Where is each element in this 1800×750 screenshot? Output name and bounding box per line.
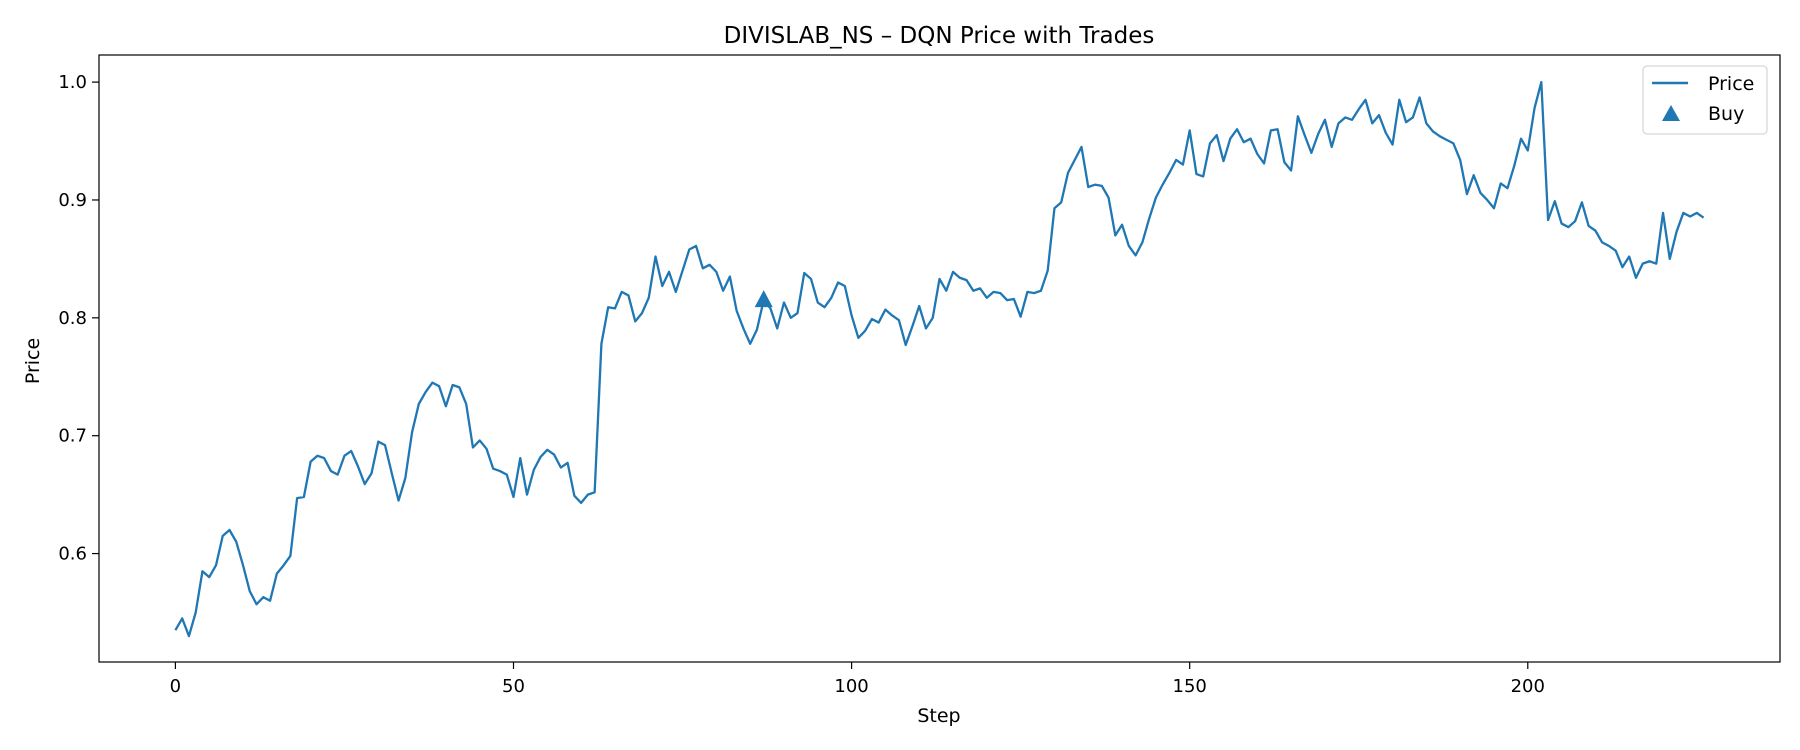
x-tick-label: 50 (502, 676, 525, 697)
y-tick-label: 0.9 (58, 190, 87, 211)
plot-frame (98, 54, 1781, 663)
legend-buy-swatch (1662, 105, 1680, 121)
y-tick-label: 1.0 (58, 72, 87, 93)
legend-price-label: Price (1708, 73, 1754, 95)
series-layer (174, 80, 1705, 638)
x-tick-label: 150 (1173, 676, 1207, 697)
y-axis: 0.6 0.7 0.8 0.9 1.0 (58, 72, 99, 565)
buy-marker (754, 290, 773, 308)
y-tick-label: 0.6 (58, 544, 87, 565)
chart-title: DIVISLAB_NS – DQN Price with Trades (724, 23, 1155, 49)
legend: Price Buy (1642, 65, 1768, 135)
x-axis: 0 50 100 150 200 (170, 662, 1545, 697)
price-line (174, 80, 1705, 638)
y-axis-label: Price (22, 338, 44, 384)
marker-layer (754, 290, 773, 308)
legend-buy-label: Buy (1708, 103, 1744, 125)
x-tick-label: 100 (834, 676, 868, 697)
y-tick-label: 0.8 (58, 308, 87, 329)
y-tick-label: 0.7 (58, 426, 87, 447)
x-tick-label: 0 (170, 676, 181, 697)
x-tick-label: 200 (1511, 676, 1545, 697)
x-axis-label: Step (917, 705, 960, 727)
